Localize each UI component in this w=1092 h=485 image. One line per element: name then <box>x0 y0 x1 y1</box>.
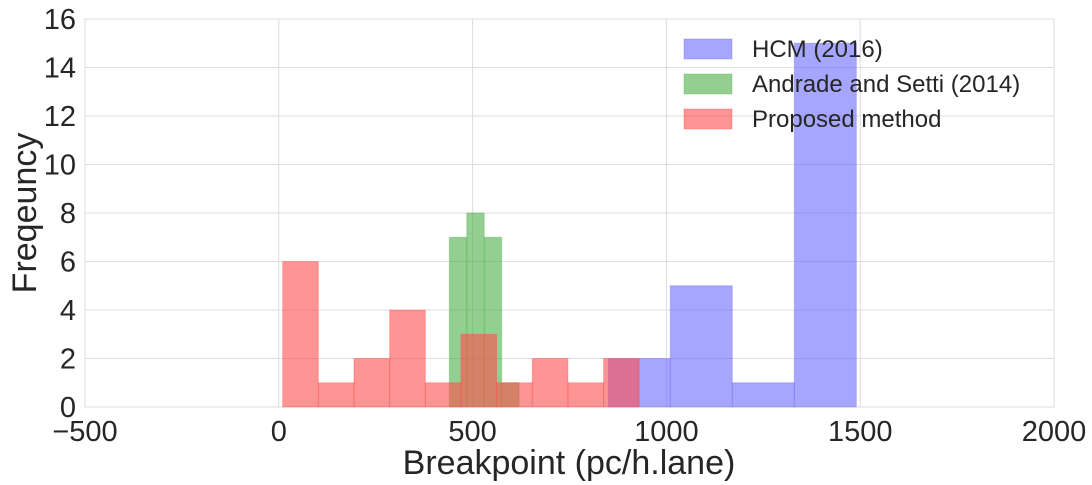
histogram-bar-series-2 <box>389 309 426 408</box>
x-tick-labels: −500 0 500 1000 1500 2000 <box>52 416 1086 448</box>
y-tick-label: 8 <box>60 198 76 230</box>
histogram-bar-series-2 <box>282 261 319 408</box>
legend: HCM (2016) Andrade and Setti (2014) Propos… <box>683 36 1020 133</box>
legend-label: Andrade and Setti (2014) <box>752 71 1020 98</box>
legend-label: Proposed method <box>752 106 941 133</box>
histogram-bar-series-2 <box>460 333 498 408</box>
histogram-bar-series-2 <box>603 358 640 408</box>
y-tick-label: 4 <box>60 295 76 327</box>
y-tick-label: 16 <box>44 4 76 36</box>
y-tick-label: 12 <box>44 101 76 133</box>
x-tick-label: 500 <box>448 416 496 448</box>
y-tick-labels: 0 2 4 6 8 10 12 14 16 <box>44 4 76 424</box>
x-tick-label: 1000 <box>634 416 699 448</box>
histogram-bar-series-2 <box>353 358 391 408</box>
x-tick-label: 0 <box>271 416 287 448</box>
y-axis-title: Freqeuncy <box>6 133 44 294</box>
x-tick-label: −500 <box>52 416 117 448</box>
legend-swatch <box>683 108 733 130</box>
y-tick-label: 2 <box>60 344 76 376</box>
histogram-bar-series-2 <box>567 382 605 408</box>
histogram-bar-series-0 <box>793 42 857 408</box>
y-tick-label: 10 <box>44 150 76 182</box>
y-tick-label: 14 <box>44 53 76 85</box>
histogram-bar-series-2 <box>531 358 569 408</box>
legend-swatch <box>683 73 733 95</box>
grid-lines <box>84 18 1055 408</box>
legend-swatch <box>683 38 733 60</box>
x-axis-title: Breakpoint (pc/h.lane) <box>403 444 736 482</box>
y-tick-label: 0 <box>60 392 76 424</box>
histogram-bar-series-0 <box>731 382 795 408</box>
histogram-bar-series-2 <box>424 382 462 408</box>
x-tick-label: 2000 <box>1022 416 1087 448</box>
bars-layer <box>282 42 857 408</box>
histogram-bar-series-2 <box>317 382 355 408</box>
legend-label: HCM (2016) <box>752 36 883 63</box>
histogram-bar-series-0 <box>669 285 733 408</box>
y-tick-label: 6 <box>60 247 76 279</box>
histogram-bar-series-2 <box>496 382 533 408</box>
x-tick-label: 1500 <box>828 416 893 448</box>
